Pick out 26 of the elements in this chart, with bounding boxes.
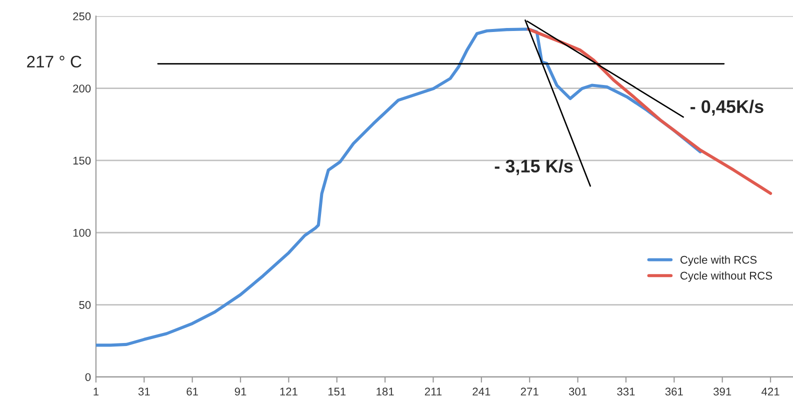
y-tick-label: 0: [85, 373, 91, 382]
legend-label: Cycle without RCS: [680, 271, 772, 282]
legend-label: Cycle with RCS: [680, 256, 757, 266]
text: 217 ° C: [27, 56, 82, 68]
x-tick-label: 391: [713, 388, 732, 396]
x-tick-label: 301: [568, 388, 587, 396]
x-tick-label: 91: [234, 388, 246, 396]
x-tick-label: 331: [617, 388, 635, 396]
x-tick-label: 421: [762, 388, 780, 396]
x-tick-label: 271: [520, 388, 538, 396]
x-tick-label: 181: [376, 388, 394, 396]
x-tick-label: 241: [472, 388, 490, 396]
x-tick-label: 61: [186, 388, 198, 396]
y-tick-label: 200: [73, 84, 91, 92]
x-tick-label: 361: [665, 388, 683, 396]
y-tick-label: 150: [73, 156, 91, 165]
annotation: - 3,15 K/s: [494, 159, 573, 176]
x-tick-label: 121: [280, 388, 298, 396]
x-tick-label: 151: [328, 388, 346, 396]
y-tick-label: 250: [73, 12, 91, 20]
annotation: - 0,45K/s: [690, 100, 764, 116]
y-tick-label: 50: [79, 301, 91, 309]
y-tick-label: 100: [73, 228, 91, 237]
x-tick-label: 211: [424, 388, 442, 396]
x-tick-label: 31: [138, 388, 150, 396]
x-tick-label: 1: [94, 388, 98, 396]
